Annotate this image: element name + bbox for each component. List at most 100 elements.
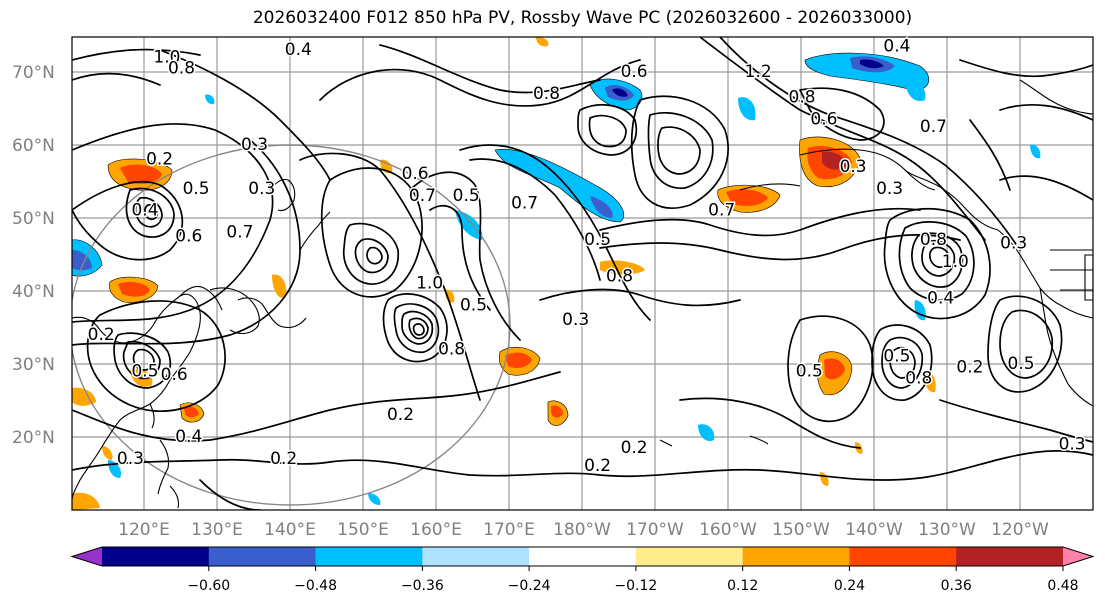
colorbar-tick-label: 0.12: [727, 578, 758, 594]
negative-anomaly: [205, 94, 215, 105]
negative-anomaly: [698, 424, 715, 442]
contour-label: 0.2: [88, 325, 115, 345]
negative-anomaly: [1030, 144, 1041, 159]
positive-anomaly: [824, 358, 845, 380]
lon-label-180w: 180°W: [553, 520, 611, 540]
colorbar-segment: [102, 547, 210, 566]
contour-label: 0.2: [956, 358, 983, 378]
contour-label: 0.3: [840, 157, 867, 177]
negative-anomaly: [612, 88, 628, 97]
positive-anomaly: [924, 371, 936, 393]
map-title: 2026032400 F012 850 hPa PV, Rossby Wave …: [252, 8, 913, 28]
contour-label: 0.3: [241, 135, 268, 155]
contour-label: 0.5: [460, 296, 487, 316]
positive-anomaly: [600, 260, 645, 275]
lon-label-130e: 130°E: [191, 520, 243, 540]
colorbar-segment: [956, 547, 1064, 566]
colorbar-tick-label: 0.36: [941, 578, 972, 594]
negative-anomaly: [738, 97, 756, 121]
positive-anomaly: [272, 274, 287, 298]
lat-label-70: 70°N: [12, 63, 55, 83]
colorbar-tick-label: −0.60: [187, 578, 230, 594]
positive-anomaly: [184, 405, 199, 418]
contour-label: 0.2: [387, 405, 414, 425]
colorbar-tick-label: −0.48: [294, 578, 337, 594]
positive-anomaly: [505, 352, 532, 368]
positive-anomaly: [820, 472, 829, 486]
lat-label-40: 40°N: [12, 282, 55, 302]
contour-label: 0.8: [533, 84, 560, 104]
contour-label: 0.6: [402, 164, 429, 184]
colorbar-segment: [422, 547, 530, 566]
positive-anomaly: [536, 37, 549, 47]
colorbar-tick-label: 0.48: [1047, 578, 1078, 594]
contour-label: 0.3: [1059, 434, 1086, 454]
colorbar-segment: [315, 547, 423, 566]
contour-label: 0.8: [168, 58, 195, 78]
negative-anomaly: [455, 210, 483, 240]
coastlines: [72, 79, 1093, 509]
lon-label-120w: 120°W: [991, 520, 1049, 540]
contour-label: 1.0: [416, 274, 443, 294]
lat-label-60: 60°N: [12, 136, 55, 156]
contour-label: 0.2: [270, 449, 297, 469]
positive-anomaly: [120, 164, 162, 184]
colorbar-segment: [742, 547, 850, 566]
contour-label: 0.2: [621, 438, 648, 458]
colorbar-segment: [635, 547, 744, 566]
contour-label: 0.5: [453, 186, 480, 206]
contour-label: 0.6: [175, 226, 202, 246]
colorbar-segment: [849, 547, 957, 566]
lon-label-170w: 170°W: [626, 520, 684, 540]
pv-anomaly-fills: [72, 37, 1041, 510]
negative-anomaly: [494, 148, 625, 223]
positive-anomaly: [118, 282, 150, 297]
reference-circle: [72, 144, 511, 506]
contour-label: 0.4: [285, 40, 312, 60]
negative-anomaly: [72, 250, 92, 271]
contour-label: 1.2: [745, 62, 772, 82]
negative-anomaly: [905, 79, 926, 102]
longitude-labels: 120°E 130°E 140°E 150°E 160°E 170°E 180°…: [118, 520, 1049, 540]
negative-anomaly: [590, 196, 613, 218]
positive-anomaly: [822, 151, 846, 170]
contour-label: 0.2: [584, 456, 611, 476]
positive-anomaly: [72, 492, 100, 510]
colorbar-tick-label: −0.12: [614, 578, 657, 594]
contour-label: 0.3: [248, 179, 275, 199]
contour-label: 0.8: [905, 369, 932, 389]
contour-label: 0.8: [788, 88, 815, 108]
lon-label-170e: 170°E: [483, 520, 535, 540]
colorbar-tick-label: 0.24: [834, 578, 865, 594]
contour-label: 0.5: [796, 361, 823, 381]
contour-label: 0.5: [584, 230, 611, 250]
lon-label-150e: 150°E: [337, 520, 389, 540]
contour-label: 0.3: [876, 179, 903, 199]
pv-contours: [72, 37, 1093, 510]
contour-label: 0.3: [1000, 234, 1027, 254]
contour-label: 0.5: [131, 361, 158, 381]
contour-label: 0.6: [621, 62, 648, 82]
contour-label: 0.4: [131, 201, 158, 221]
contour-label: 1.0: [942, 252, 969, 272]
contour-label: 0.5: [883, 347, 910, 367]
colorbar-extend-max: [1063, 547, 1093, 566]
contour-label: 0.7: [511, 193, 538, 213]
contour-label: 0.4: [883, 36, 910, 56]
contour-label: 0.4: [175, 427, 202, 447]
contour-label: 0.7: [920, 117, 947, 137]
contour-label: 0.8: [920, 230, 947, 250]
positive-anomaly: [102, 446, 113, 460]
lat-label-20: 20°N: [12, 428, 55, 448]
contour-label: 0.5: [1007, 354, 1034, 374]
plot-frame: [71, 36, 1094, 511]
colorbar-segment: [208, 547, 317, 566]
positive-anomaly: [551, 405, 563, 418]
negative-anomaly: [860, 59, 884, 69]
lon-label-160w: 160°W: [699, 520, 757, 540]
contour-label: 0.4: [927, 288, 954, 308]
contour-label: 0.6: [810, 109, 837, 129]
colorbar-outline: [70, 546, 1095, 567]
lon-label-130w: 130°W: [918, 520, 976, 540]
